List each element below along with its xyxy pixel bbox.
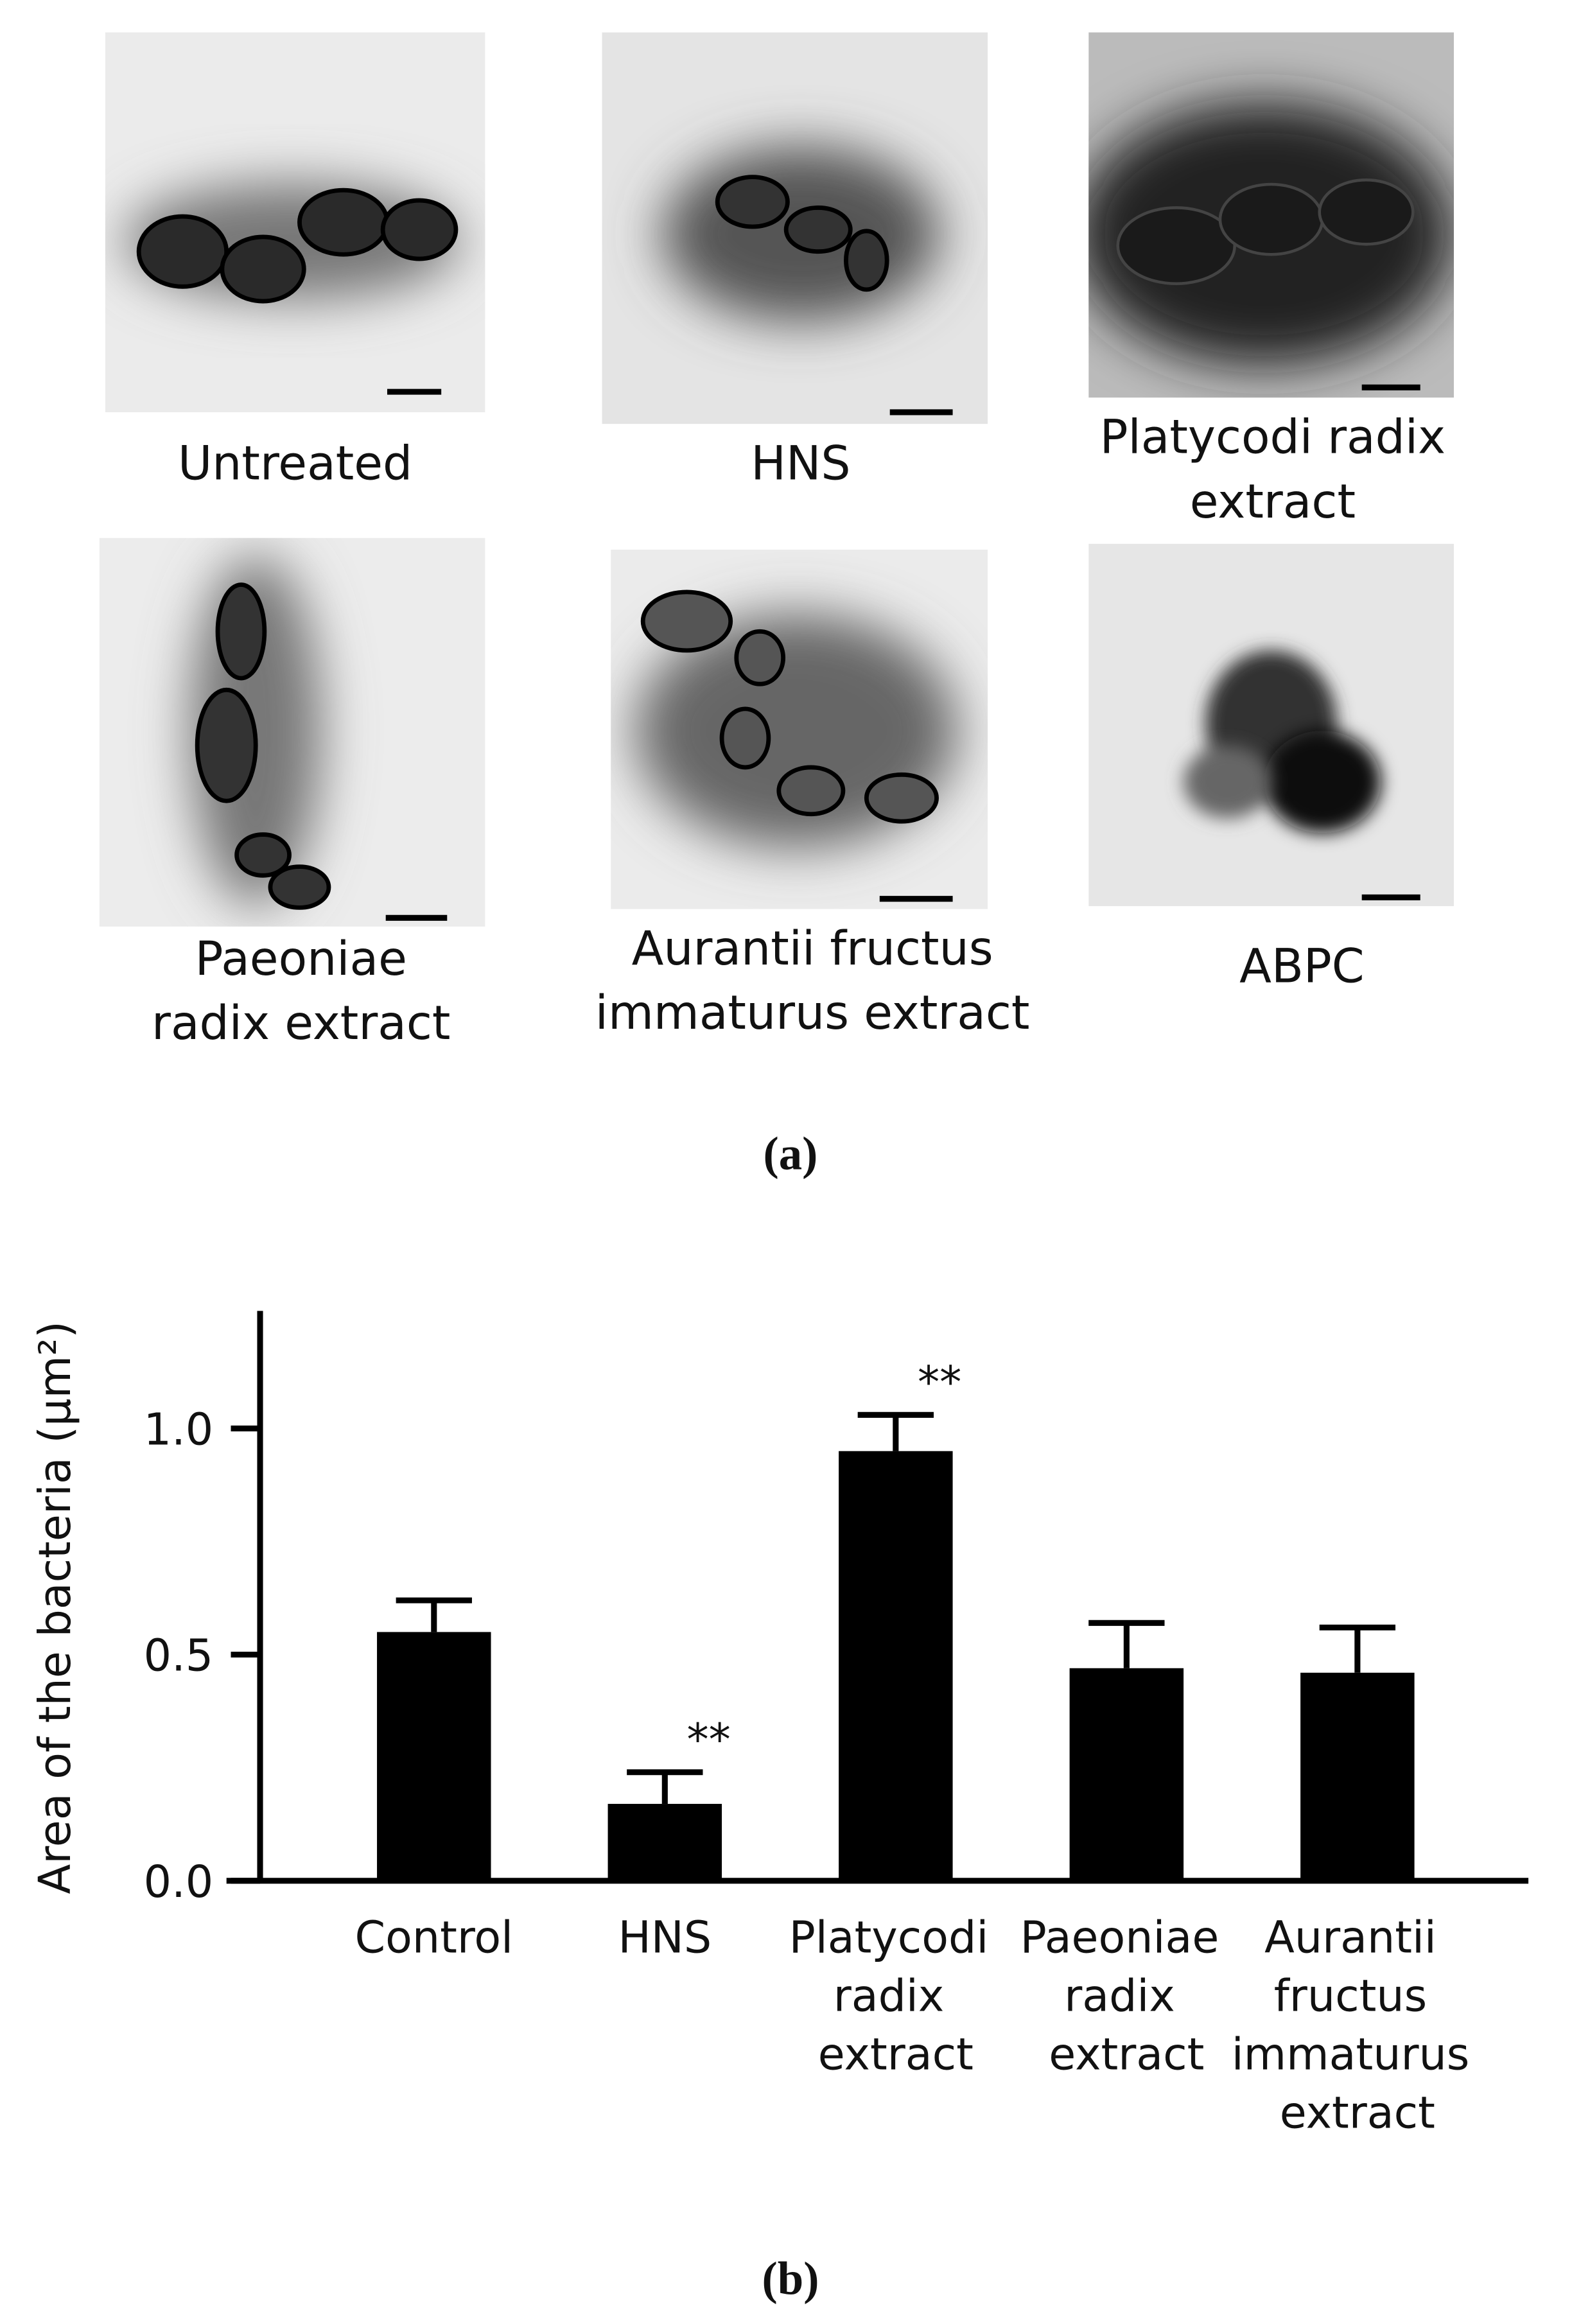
- caption: radix extract: [152, 996, 450, 1051]
- significance-label: **: [686, 1715, 730, 1765]
- micrograph: [99, 537, 485, 927]
- micrograph: [1088, 543, 1454, 907]
- x-tick-label: Paeoniae radix extract: [1020, 1912, 1233, 2080]
- error-bar: [857, 1411, 934, 1451]
- bar: [1069, 1668, 1184, 1881]
- error-bar: [1088, 1620, 1165, 1668]
- x-tick-label: Platycodi radix extract: [789, 1912, 1002, 2080]
- micrograph: [611, 549, 988, 909]
- captions: Untreated HNS Platycodi radix extract Paeoni…: [152, 410, 1446, 1051]
- caption: immaturus extract: [595, 986, 1030, 1040]
- caption: HNS: [751, 437, 850, 491]
- bar: [377, 1632, 491, 1881]
- y-tick-label: 0.5: [144, 1631, 214, 1682]
- micrograph: [1088, 32, 1454, 398]
- caption: extract: [1190, 475, 1356, 529]
- micrograph: [602, 32, 988, 424]
- panel-label: (a): [764, 1128, 818, 1180]
- x-tick-label: Control: [354, 1912, 513, 1963]
- y-tick-label: 1.0: [144, 1405, 214, 1456]
- bar: [839, 1451, 953, 1881]
- bar-chart: 0.0 0.5 1.0 Area of the bacteria (μm²) Contr…: [30, 1311, 1529, 2138]
- error-bar: [627, 1769, 703, 1804]
- bar: [607, 1804, 722, 1881]
- bar: [1300, 1672, 1415, 1881]
- caption: ABPC: [1239, 939, 1364, 993]
- x-tick-label: HNS: [618, 1912, 712, 1963]
- micrograph: [105, 32, 485, 412]
- panel-label: (b): [762, 2253, 819, 2305]
- caption: Aurantii fructus: [632, 922, 993, 976]
- y-tick-label: 0.0: [144, 1857, 214, 1908]
- significance-label: **: [918, 1358, 961, 1408]
- error-bar: [396, 1597, 472, 1632]
- y-axis-label: Area of the bacteria (μm²): [30, 1321, 81, 1894]
- caption: Untreated: [178, 437, 412, 491]
- caption: Platycodi radix: [1100, 410, 1446, 465]
- error-bar: [1319, 1624, 1396, 1673]
- caption: Paeoniae: [195, 932, 407, 986]
- x-tick-label: Aurantii fructus immaturus extract: [1232, 1912, 1483, 2138]
